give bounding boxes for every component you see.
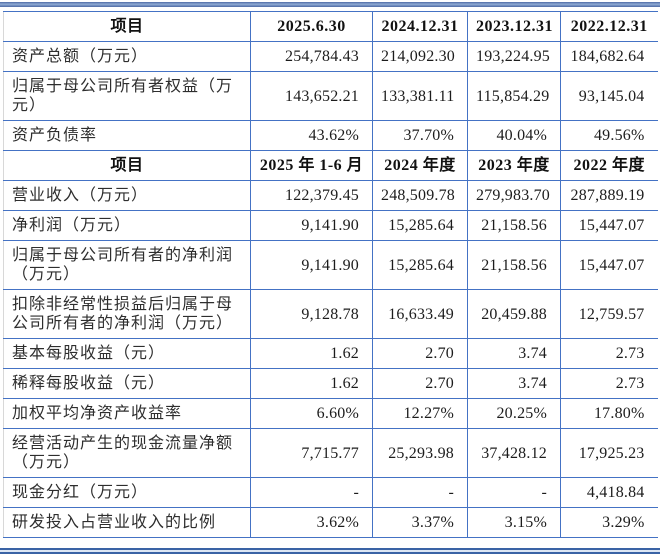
value-cell: 4,418.84 — [560, 477, 658, 508]
item-label-cell: 加权平均净资产收益率 — [3, 398, 251, 429]
period-column-header: 2023 年度 — [467, 150, 561, 181]
item-label-cell: 扣除非经常性损益后归属于母公司所有者的净利润（万元） — [3, 289, 251, 339]
value-cell: 248,509.78 — [372, 180, 468, 211]
value-cell: - — [250, 477, 373, 508]
item-column-header: 项目 — [3, 11, 251, 42]
table-row: 稀释每股收益（元） 1.62 2.70 3.74 2.73 — [3, 368, 658, 399]
value-cell: 122,379.45 — [250, 180, 373, 211]
value-cell: 17,925.23 — [560, 428, 658, 478]
table-row: 加权平均净资产收益率 6.60% 12.27% 20.25% 17.80% — [3, 398, 658, 429]
value-cell: 21,158.56 — [467, 240, 561, 290]
value-cell: 9,128.78 — [250, 289, 373, 339]
item-label-cell: 资产总额（万元） — [3, 41, 251, 72]
value-cell: 9,141.90 — [250, 210, 373, 241]
value-cell: - — [467, 477, 561, 508]
item-label-cell: 研发投入占营业收入的比例 — [3, 507, 251, 538]
header-row-section-1: 项目 2025.6.30 2024.12.31 2023.12.31 2022.12.3… — [3, 11, 658, 42]
value-cell: 3.74 — [467, 368, 561, 399]
value-cell: 133,381.11 — [372, 71, 468, 121]
table-row: 营业收入（万元） 122,379.45 248,509.78 279,983.70 28… — [3, 180, 658, 211]
value-cell: 279,983.70 — [467, 180, 561, 211]
value-cell: 2.73 — [560, 368, 658, 399]
value-cell: 9,141.90 — [250, 240, 373, 290]
value-cell: 15,447.07 — [560, 240, 658, 290]
item-label-cell: 基本每股收益（元） — [3, 338, 251, 369]
value-cell: 17.80% — [560, 398, 658, 429]
header-row-section-2: 项目 2025 年 1-6 月 2024 年度 2023 年度 2022 年度 — [3, 150, 658, 181]
value-cell: 25,293.98 — [372, 428, 468, 478]
value-cell: 37.70% — [372, 120, 468, 151]
value-cell: 2.70 — [372, 338, 468, 369]
value-cell: 193,224.95 — [467, 41, 561, 72]
table-row: 净利润（万元） 9,141.90 15,285.64 21,158.56 15,447.… — [3, 210, 658, 241]
value-cell: 40.04% — [467, 120, 561, 151]
period-column-header: 2025.6.30 — [250, 11, 373, 42]
item-label-cell: 资产负债率 — [3, 120, 251, 151]
value-cell: 12,759.57 — [560, 289, 658, 339]
value-cell: 1.62 — [250, 338, 373, 369]
value-cell: 2.73 — [560, 338, 658, 369]
item-label-cell: 营业收入（万元） — [3, 180, 251, 211]
value-cell: 37,428.12 — [467, 428, 561, 478]
item-label-cell: 归属于母公司所有者的净利润（万元） — [3, 240, 251, 290]
value-cell: 3.29% — [560, 507, 658, 538]
table-row: 现金分红（万元） - - -4,418.84 — [3, 477, 658, 508]
value-cell: 115,854.29 — [467, 71, 561, 121]
item-label-cell: 经营活动产生的现金流量净额（万元） — [3, 428, 251, 478]
period-column-header: 2024.12.31 — [372, 11, 468, 42]
table-row: 基本每股收益（元） 1.62 2.70 3.74 2.73 — [3, 338, 658, 369]
value-cell: 214,092.30 — [372, 41, 468, 72]
value-cell: 143,652.21 — [250, 71, 373, 121]
table-row: 资产总额（万元） 254,784.43 214,092.30 193,224.95 18… — [3, 41, 658, 72]
period-column-header: 2024 年度 — [372, 150, 468, 181]
value-cell: - — [372, 477, 468, 508]
value-cell: 15,447.07 — [560, 210, 658, 241]
value-cell: 254,784.43 — [250, 41, 373, 72]
item-column-header: 项目 — [3, 150, 251, 181]
table-row: 归属于母公司所有者的净利润（万元） 9,141.90 15,285.64 21,158… — [3, 240, 658, 290]
value-cell: 3.74 — [467, 338, 561, 369]
item-label-cell: 净利润（万元） — [3, 210, 251, 241]
value-cell: 49.56% — [560, 120, 658, 151]
value-cell: 16,633.49 — [372, 289, 468, 339]
value-cell: 287,889.19 — [560, 180, 658, 211]
table-row: 研发投入占营业收入的比例 3.62% 3.37% 3.15% 3.29% — [3, 507, 658, 538]
value-cell: 3.37% — [372, 507, 468, 538]
value-cell: 93,145.04 — [560, 71, 658, 121]
value-cell: 3.15% — [467, 507, 561, 538]
value-cell: 43.62% — [250, 120, 373, 151]
item-label-cell: 现金分红（万元） — [3, 477, 251, 508]
period-column-header: 2022.12.31 — [560, 11, 658, 42]
value-cell: 6.60% — [250, 398, 373, 429]
table-row: 归属于母公司所有者权益（万元） 143,652.21 133,381.11 115,8… — [3, 71, 658, 121]
value-cell: 1.62 — [250, 368, 373, 399]
value-cell: 184,682.64 — [560, 41, 658, 72]
period-column-header: 2025 年 1-6 月 — [250, 150, 373, 181]
value-cell: 20,459.88 — [467, 289, 561, 339]
value-cell: 3.62% — [250, 507, 373, 538]
value-cell: 7,715.77 — [250, 428, 373, 478]
period-column-header: 2022 年度 — [560, 150, 658, 181]
table-row: 资产负债率 43.62% 37.70% 40.04% 49.56% — [3, 120, 658, 151]
value-cell: 15,285.64 — [372, 210, 468, 241]
value-cell: 2.70 — [372, 368, 468, 399]
value-cell: 12.27% — [372, 398, 468, 429]
top-divider — [0, 2, 660, 7]
value-cell: 20.25% — [467, 398, 561, 429]
value-cell: 21,158.56 — [467, 210, 561, 241]
value-cell: 15,285.64 — [372, 240, 468, 290]
item-label-cell: 归属于母公司所有者权益（万元） — [3, 71, 251, 121]
period-column-header: 2023.12.31 — [467, 11, 561, 42]
table-row: 经营活动产生的现金流量净额（万元） 7,715.77 25,293.98 37,428… — [3, 428, 658, 478]
financial-table: 项目 2025.6.30 2024.12.31 2023.12.31 2022.12.3… — [3, 11, 658, 538]
table-row: 扣除非经常性损益后归属于母公司所有者的净利润（万元） 9,128.78 16,633… — [3, 289, 658, 339]
item-label-cell: 稀释每股收益（元） — [3, 368, 251, 399]
bottom-divider — [0, 548, 660, 554]
